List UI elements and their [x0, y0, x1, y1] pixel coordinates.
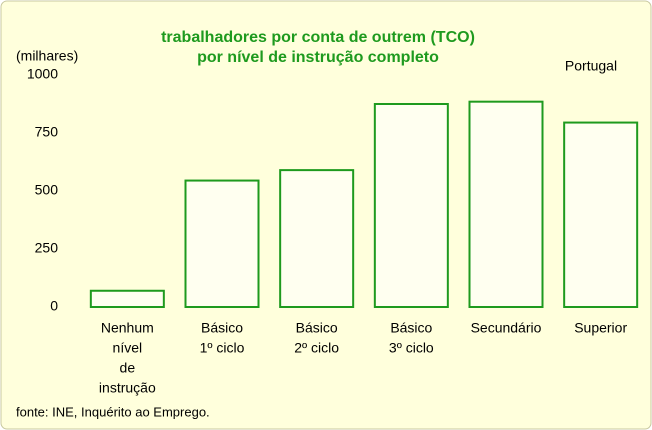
- x-tick-label: de: [120, 360, 136, 376]
- x-tick-label: nível: [113, 340, 143, 356]
- x-tick-label: Nenhum: [101, 320, 154, 336]
- bar: [89, 289, 165, 309]
- x-tick-label: Básico: [390, 320, 432, 336]
- y-tick-label: 750: [35, 124, 59, 140]
- x-tick-label: Secundário: [471, 320, 542, 336]
- x-tick-label: Básico: [296, 320, 338, 336]
- y-tick-label: 250: [35, 240, 59, 256]
- x-tick-label: 2º ciclo: [294, 340, 339, 356]
- x-tick-label: Básico: [201, 320, 243, 336]
- x-tick-label: 1º ciclo: [200, 340, 245, 356]
- bar: [279, 169, 355, 308]
- chart-title: trabalhadores por conta de outrem (TCO): [161, 29, 475, 46]
- y-tick-label: 0: [50, 298, 58, 314]
- x-tick-label: Superior: [574, 320, 627, 336]
- bar: [373, 103, 449, 308]
- bar: [468, 100, 544, 309]
- y-tick-label: 1000: [27, 66, 58, 82]
- annotation: Portugal: [565, 58, 617, 74]
- bar: [563, 121, 639, 308]
- bar: [184, 179, 260, 308]
- source-note: fonte: INE, Inquérito ao Emprego.: [16, 404, 210, 419]
- chart-title: por nível de instrução completo: [197, 49, 439, 66]
- x-tick-label: 3º ciclo: [389, 340, 434, 356]
- y-tick-label: 500: [35, 182, 59, 198]
- y-axis-label: (milhares): [16, 48, 78, 64]
- x-tick-label: instrução: [99, 380, 156, 396]
